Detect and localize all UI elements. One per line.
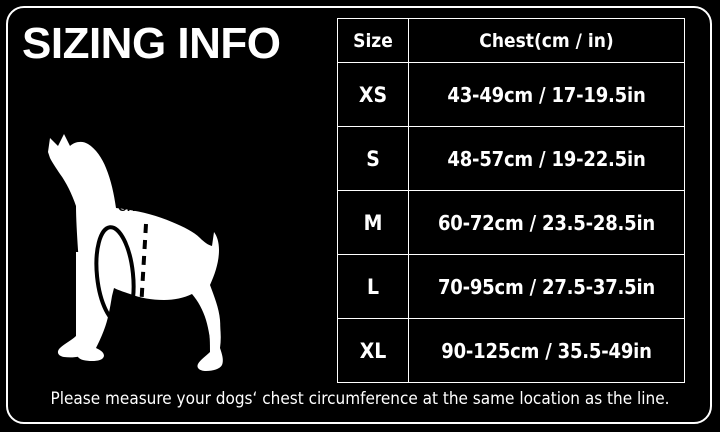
- dog-body-shape: [48, 134, 221, 361]
- chest-label: CHEST: [118, 200, 160, 214]
- dog-front-leg: [57, 252, 88, 358]
- table-header-row: Size Chest(cm / in): [337, 18, 685, 63]
- chest-measure-ellipse: [94, 225, 136, 325]
- size-value-m: M: [337, 190, 409, 255]
- table-row: XL 90-125cm / 35.5-49in: [337, 318, 685, 383]
- table-row: M 60-72cm / 23.5-28.5in: [337, 190, 685, 255]
- chest-value-xs: 43-49cm / 17-19.5in: [408, 62, 685, 127]
- size-value-l: L: [337, 254, 409, 319]
- column-header-chest: Chest(cm / in): [408, 18, 685, 63]
- size-value-xl: XL: [337, 318, 409, 383]
- column-header-size: Size: [337, 18, 409, 63]
- chest-dashed-line: [138, 223, 148, 327]
- chest-value-m: 60-72cm / 23.5-28.5in: [408, 190, 685, 255]
- chest-value-s: 48-57cm / 19-22.5in: [408, 126, 685, 191]
- chest-value-xl: 90-125cm / 35.5-49in: [408, 318, 685, 383]
- size-value-s: S: [337, 126, 409, 191]
- page-title: SIZING INFO: [22, 19, 281, 68]
- chest-value-l: 70-95cm / 27.5-37.5in: [408, 254, 685, 319]
- size-value-xs: XS: [337, 62, 409, 127]
- table-row: S 48-57cm / 19-22.5in: [337, 126, 685, 191]
- table-row: XS 43-49cm / 17-19.5in: [337, 62, 685, 127]
- measurement-instruction-caption: Please measure your dogs‘ chest circumfe…: [50, 389, 670, 409]
- dog-rear-leg: [196, 286, 223, 371]
- dog-silhouette-illustration: [14, 82, 314, 372]
- size-table: Size Chest(cm / in) XS 43-49cm / 17-19.5…: [337, 18, 685, 383]
- table-row: L 70-95cm / 27.5-37.5in: [337, 254, 685, 319]
